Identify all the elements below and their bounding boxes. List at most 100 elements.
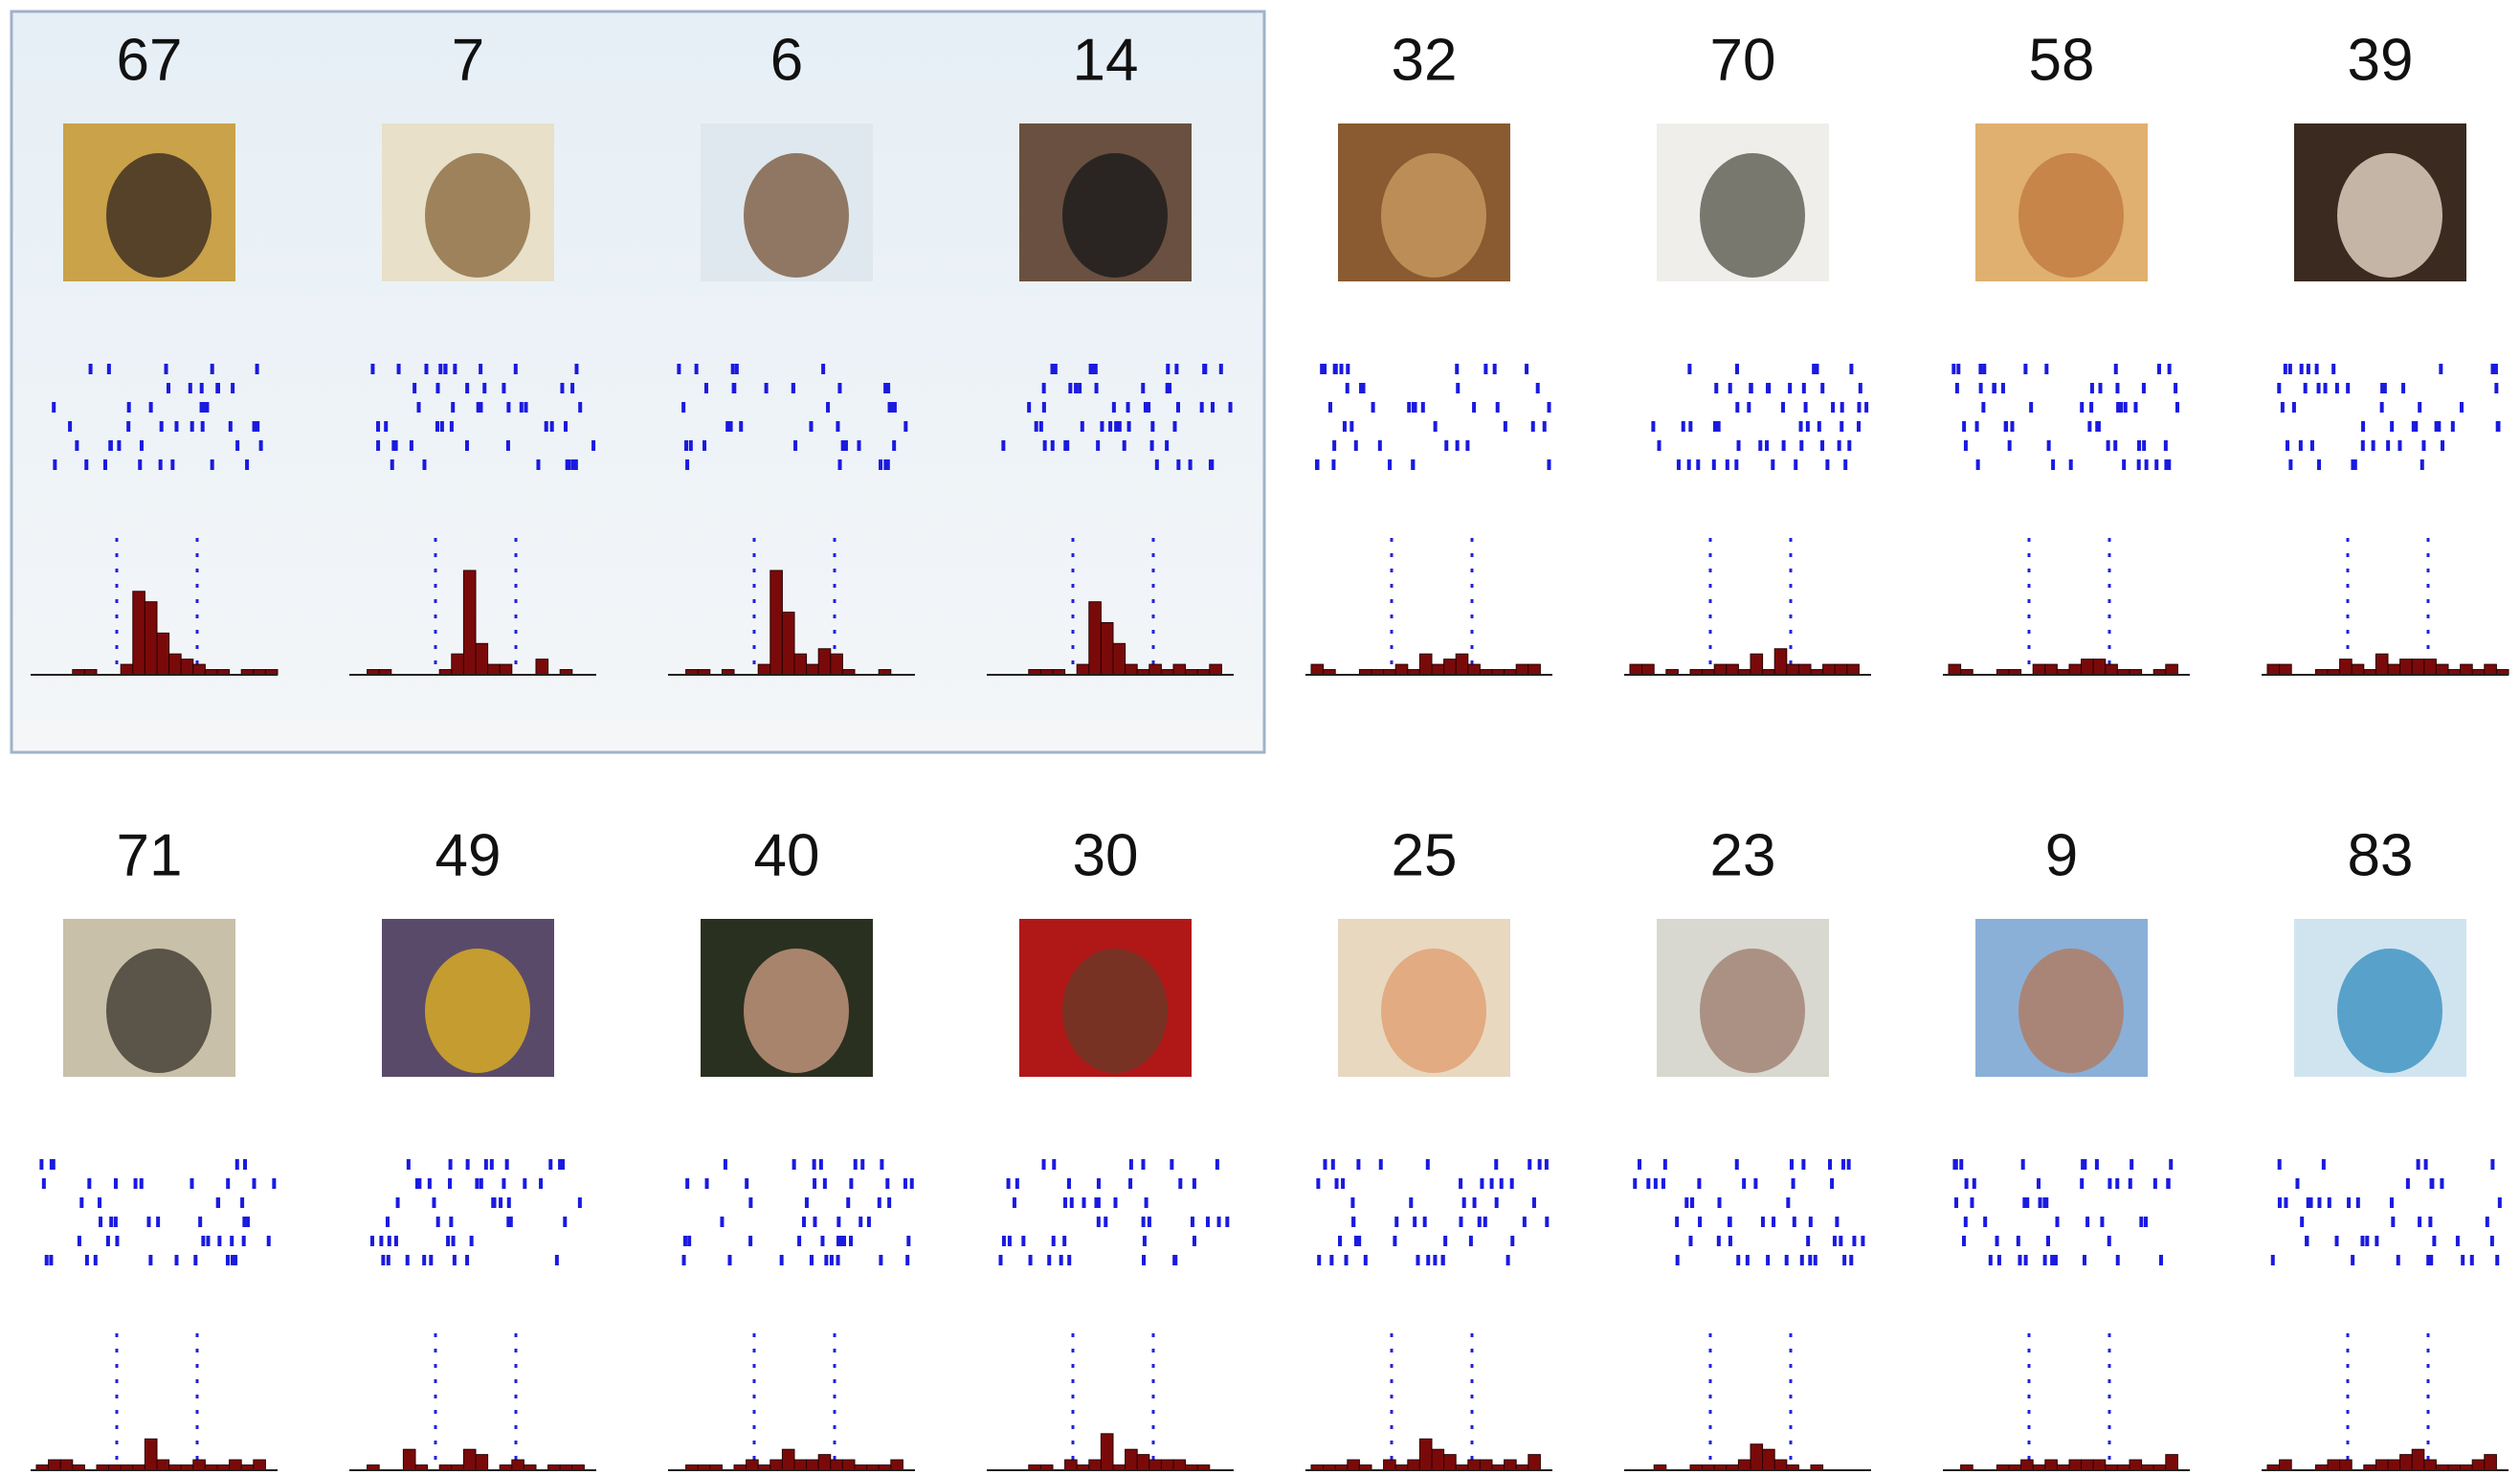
- raster-spike: [1996, 1236, 1999, 1246]
- raster-spike: [570, 459, 574, 470]
- raster-spike: [2043, 1255, 2047, 1265]
- raster-spike: [1176, 402, 1180, 413]
- raster-spike: [1532, 1197, 1536, 1208]
- histogram-bar: [1065, 1460, 1078, 1470]
- histogram-bar: [2472, 1460, 2485, 1470]
- raster-spike: [1713, 421, 1717, 432]
- raster-spike: [566, 459, 569, 470]
- raster-spike: [52, 402, 56, 413]
- raster-spike: [1510, 1236, 1514, 1246]
- raster-spike: [189, 383, 192, 393]
- raster-spike: [1329, 1255, 1333, 1265]
- raster-spike: [765, 383, 769, 393]
- raster-spike: [2307, 364, 2310, 374]
- raster-spike: [1456, 440, 1460, 451]
- histogram-bar: [758, 664, 770, 675]
- raster-spike: [397, 364, 401, 374]
- raster-spike: [1973, 1178, 1976, 1189]
- raster-spike: [107, 364, 111, 374]
- panel-label: 71: [117, 822, 183, 888]
- raster-spike: [1189, 459, 1193, 470]
- raster-spike: [2099, 383, 2103, 393]
- raster-spike: [1335, 1178, 1339, 1189]
- raster-spike: [1074, 383, 1078, 393]
- raster-spike: [75, 440, 78, 451]
- raster-spike: [502, 383, 505, 393]
- raster-spike: [1127, 421, 1131, 432]
- histogram-bar: [121, 664, 133, 675]
- raster-spike: [200, 383, 204, 393]
- raster-spike: [1407, 402, 1411, 413]
- histogram-bar: [463, 570, 476, 675]
- raster-spike: [453, 364, 457, 374]
- raster-spike: [417, 402, 421, 413]
- histogram-bar: [807, 1460, 819, 1470]
- raster-spike: [1761, 1217, 1765, 1227]
- raster-spike: [523, 1178, 526, 1189]
- raster-spike: [1078, 383, 1082, 393]
- raster-spike: [2397, 1255, 2400, 1265]
- raster-spike: [1493, 364, 1497, 374]
- raster-spike: [536, 459, 540, 470]
- raster-spike: [836, 1217, 840, 1227]
- raster-spike: [2051, 459, 2055, 470]
- raster-spike: [2018, 1255, 2021, 1265]
- raster-spike: [2437, 421, 2441, 432]
- raster-spike: [2490, 1159, 2494, 1170]
- raster-spike: [2432, 1236, 2436, 1246]
- raster-spike: [1688, 1236, 1692, 1246]
- raster-spike: [446, 1236, 450, 1246]
- raster-spike: [1378, 440, 1382, 451]
- raster-spike: [2095, 1159, 2099, 1170]
- raster-spike: [1814, 1255, 1818, 1265]
- raster-spike: [2351, 1255, 2354, 1265]
- histogram-bar: [1642, 664, 1655, 675]
- raster-spike: [1753, 1178, 1757, 1189]
- raster-spike: [134, 1178, 138, 1189]
- raster-spike: [1150, 421, 1154, 432]
- histogram-bar: [1137, 1455, 1149, 1470]
- raster-spike: [1459, 1217, 1462, 1227]
- raster-spike: [1316, 1178, 1320, 1189]
- raster-spike: [687, 1236, 691, 1246]
- raster-spike: [410, 440, 413, 451]
- raster-spike: [780, 1255, 784, 1265]
- raster-spike: [2361, 440, 2365, 451]
- raster-spike: [2167, 1178, 2171, 1189]
- raster-spike: [1193, 1236, 1196, 1246]
- raster-spike: [1838, 440, 1841, 451]
- raster-spike: [903, 1178, 907, 1189]
- raster-spike: [465, 440, 469, 451]
- raster-spike: [836, 1255, 840, 1265]
- raster-spike: [1714, 383, 1718, 393]
- raster-spike: [499, 1197, 502, 1208]
- raster-spike: [813, 1217, 816, 1227]
- raster-spike: [683, 1236, 687, 1246]
- raster-spike: [1229, 402, 1233, 413]
- raster-spike: [1663, 1159, 1667, 1170]
- raster-spike: [1504, 421, 1507, 432]
- raster-spike: [1962, 1236, 1966, 1246]
- raster-spike: [1696, 459, 1700, 470]
- raster-spike: [1411, 459, 1415, 470]
- raster-spike: [2116, 1255, 2120, 1265]
- raster-spike: [490, 1159, 494, 1170]
- raster-spike: [2081, 1159, 2085, 1170]
- raster-spike: [2174, 383, 2177, 393]
- raster-spike: [1203, 364, 1207, 374]
- raster-spike: [240, 1197, 244, 1208]
- raster-spike: [682, 1255, 686, 1265]
- raster-spike: [1989, 1255, 1993, 1265]
- raster-spike: [1209, 459, 1213, 470]
- raster-spike: [2430, 1178, 2434, 1189]
- histogram-bar: [1126, 1449, 1138, 1470]
- raster-spike: [1356, 1159, 1360, 1170]
- raster-spike: [449, 1159, 453, 1170]
- raster-spike: [1735, 1159, 1739, 1170]
- raster-spike: [2424, 1159, 2428, 1170]
- raster-spike: [1771, 459, 1774, 470]
- raster-spike: [226, 1255, 230, 1265]
- histogram-bar: [254, 1460, 266, 1470]
- panel-label: 40: [754, 822, 820, 888]
- histogram-bar: [2485, 1455, 2497, 1470]
